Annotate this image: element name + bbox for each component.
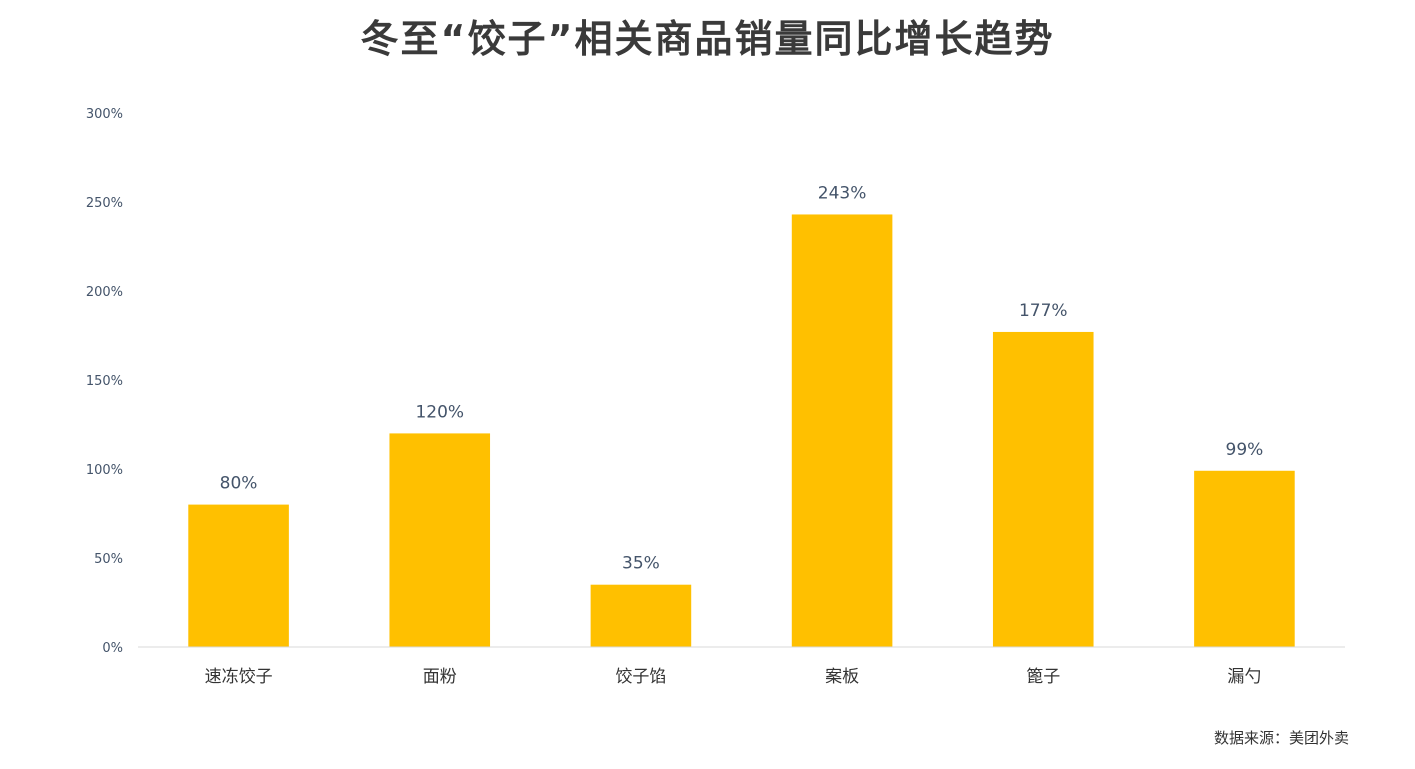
x-axis: 速冻饺子 面粉 饺子馅 案板 篦子 漏勺 <box>138 646 1345 687</box>
y-tick-label: 50% <box>94 552 123 567</box>
x-tick-label: 篦子 <box>1026 667 1060 687</box>
data-label: 177% <box>1019 301 1068 321</box>
chart-title: 冬至“饺子”相关商品销量同比增长趋势 <box>360 17 1055 61</box>
bar <box>1194 470 1295 647</box>
y-tick-label: 150% <box>86 374 123 389</box>
data-label: 99% <box>1226 440 1264 460</box>
y-tick-label: 200% <box>86 285 123 300</box>
data-label: 120% <box>415 402 464 422</box>
x-tick-label: 漏勺 <box>1227 667 1261 687</box>
bar <box>791 214 893 647</box>
x-tick-label: 面粉 <box>423 667 457 687</box>
bar <box>188 504 289 647</box>
bar <box>389 433 491 647</box>
y-tick-label: 0% <box>102 641 123 656</box>
data-source-note: 数据来源：美团外卖 <box>1213 729 1349 747</box>
bar-series <box>188 214 1295 647</box>
data-label: 243% <box>818 183 867 203</box>
data-labels: 80% 120% 35% 243% 177% 99% <box>220 183 1264 573</box>
x-tick-label: 速冻饺子 <box>205 667 273 687</box>
x-tick-label: 案板 <box>825 667 859 687</box>
data-label: 35% <box>622 554 660 574</box>
y-tick-label: 100% <box>86 463 123 478</box>
bar <box>590 584 692 647</box>
x-tick-label: 饺子馅 <box>615 667 666 687</box>
y-axis: 0% 50% 100% 150% 200% 250% 300% <box>86 107 123 656</box>
y-tick-label: 300% <box>86 107 123 122</box>
y-tick-label: 250% <box>86 196 123 211</box>
data-label: 80% <box>220 474 258 494</box>
bar <box>992 331 1094 647</box>
